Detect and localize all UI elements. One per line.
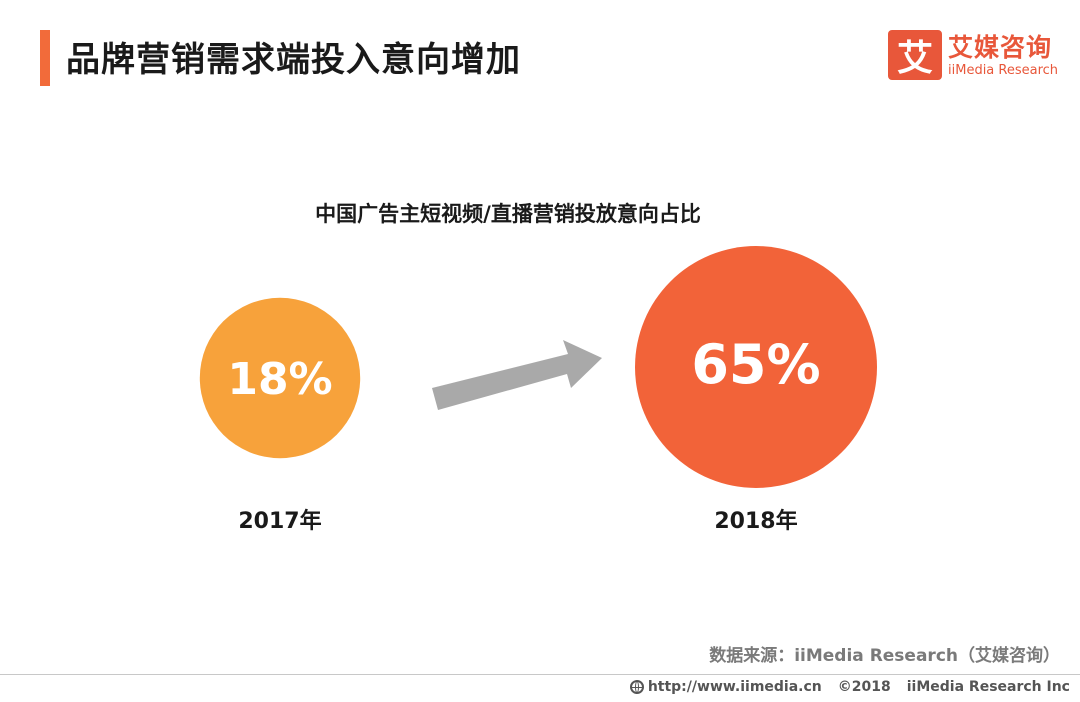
bubble-value-label-0: 18% [227, 354, 332, 405]
footer-company: iiMedia Research Inc [906, 679, 1070, 695]
bubble-1 [635, 246, 877, 488]
globe-icon [629, 680, 644, 694]
category-label-1: 2018年 [714, 508, 797, 534]
footer: http://www.iimedia.cn ©2018 iiMedia Rese… [629, 679, 1070, 695]
page-title: 品牌营销需求端投入意向增加 [66, 40, 521, 80]
footer-divider [0, 674, 1080, 675]
footer-url[interactable]: http://www.iimedia.cn [647, 679, 822, 695]
category-label-0: 2017年 [238, 508, 321, 534]
chart-title: 中国广告主短视频/直播营销投放意向占比 [315, 202, 701, 226]
logo-english-name: iiMedia Research [948, 63, 1059, 78]
bubble-value-label-1: 65% [691, 333, 820, 396]
data-source: 数据来源：iiMedia Research（艾媒咨询） [709, 646, 1060, 666]
title-accent-bar [40, 30, 50, 86]
logo-mark: 艾 [888, 30, 942, 80]
iimedia-logo: 艾 艾媒咨询 iiMedia Research [888, 30, 1068, 84]
logo-chinese-name: 艾媒咨询 [948, 33, 1053, 62]
footer-copyright: ©2018 [837, 679, 891, 695]
growth-arrow [432, 340, 602, 410]
bubble-0 [199, 297, 361, 459]
